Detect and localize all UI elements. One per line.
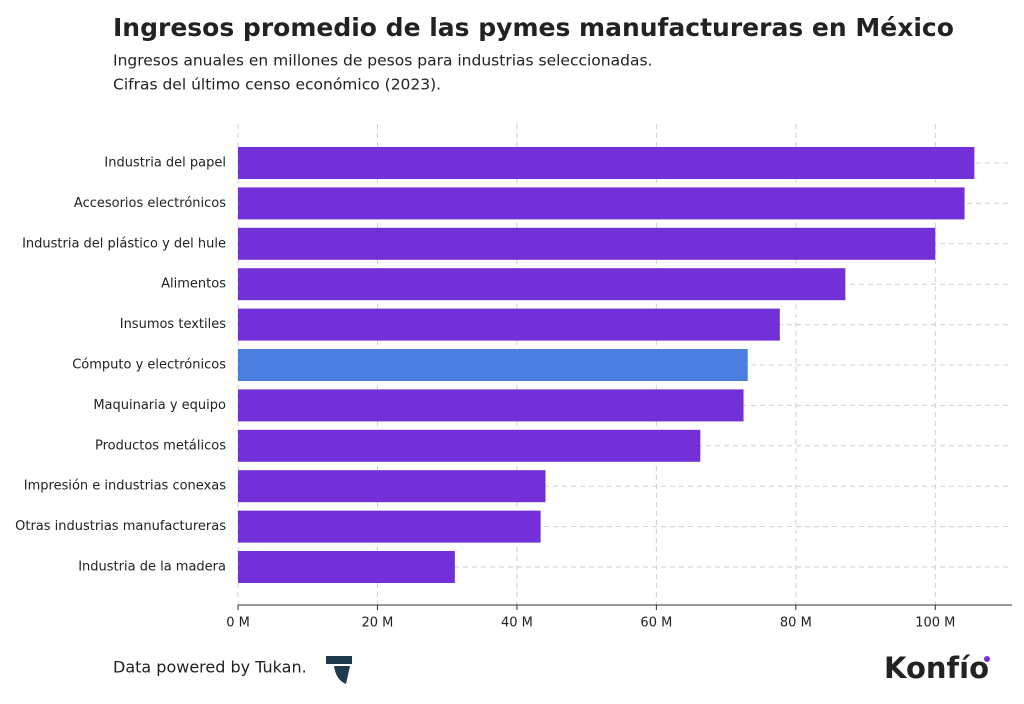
bar [238,349,748,381]
bar [238,510,541,543]
bar [238,308,780,341]
bar [238,268,846,301]
logo-dot [984,656,990,662]
bar [238,389,744,422]
y-tick-label: Alimentos [161,277,226,292]
y-tick-label: Insumos textiles [120,317,226,332]
bar [238,551,455,583]
y-tick-label: Cómputo y electrónicos [72,358,226,373]
y-tick-label: Otras industrias manufactureras [15,519,226,534]
y-tick-label: Accesorios electrónicos [74,196,226,211]
x-tick-label: 20 M [362,616,394,631]
y-tick-label: Maquinaria y equipo [93,398,226,413]
y-tick-label: Industria del papel [104,156,226,171]
chart-subtitle: Cifras del último censo económico (2023)… [113,76,441,94]
y-tick-label: Industria del plástico y del hule [22,236,226,251]
x-tick-label: 0 M [226,616,250,631]
chart-subtitle: Ingresos anuales en millones de pesos pa… [113,52,652,70]
bar [238,227,936,260]
tukan-logo [326,656,352,684]
y-tick-label: Impresión e industrias conexas [24,479,226,494]
bar [238,147,975,179]
chart-title: Ingresos promedio de las pymes manufactu… [113,13,954,42]
x-tick-label: 80 M [780,616,812,631]
bar [238,429,701,462]
bar [238,187,965,220]
source-note: Data powered by Tukan. [113,658,307,677]
x-tick-label: 40 M [501,616,533,631]
y-tick-label: Industria de la madera [78,560,226,575]
bar [238,470,546,503]
x-tick-label: 100 M [915,616,955,631]
y-tick-label: Productos metálicos [95,438,226,453]
brand-logo: Konfío [884,651,989,685]
x-tick-label: 60 M [640,616,672,631]
